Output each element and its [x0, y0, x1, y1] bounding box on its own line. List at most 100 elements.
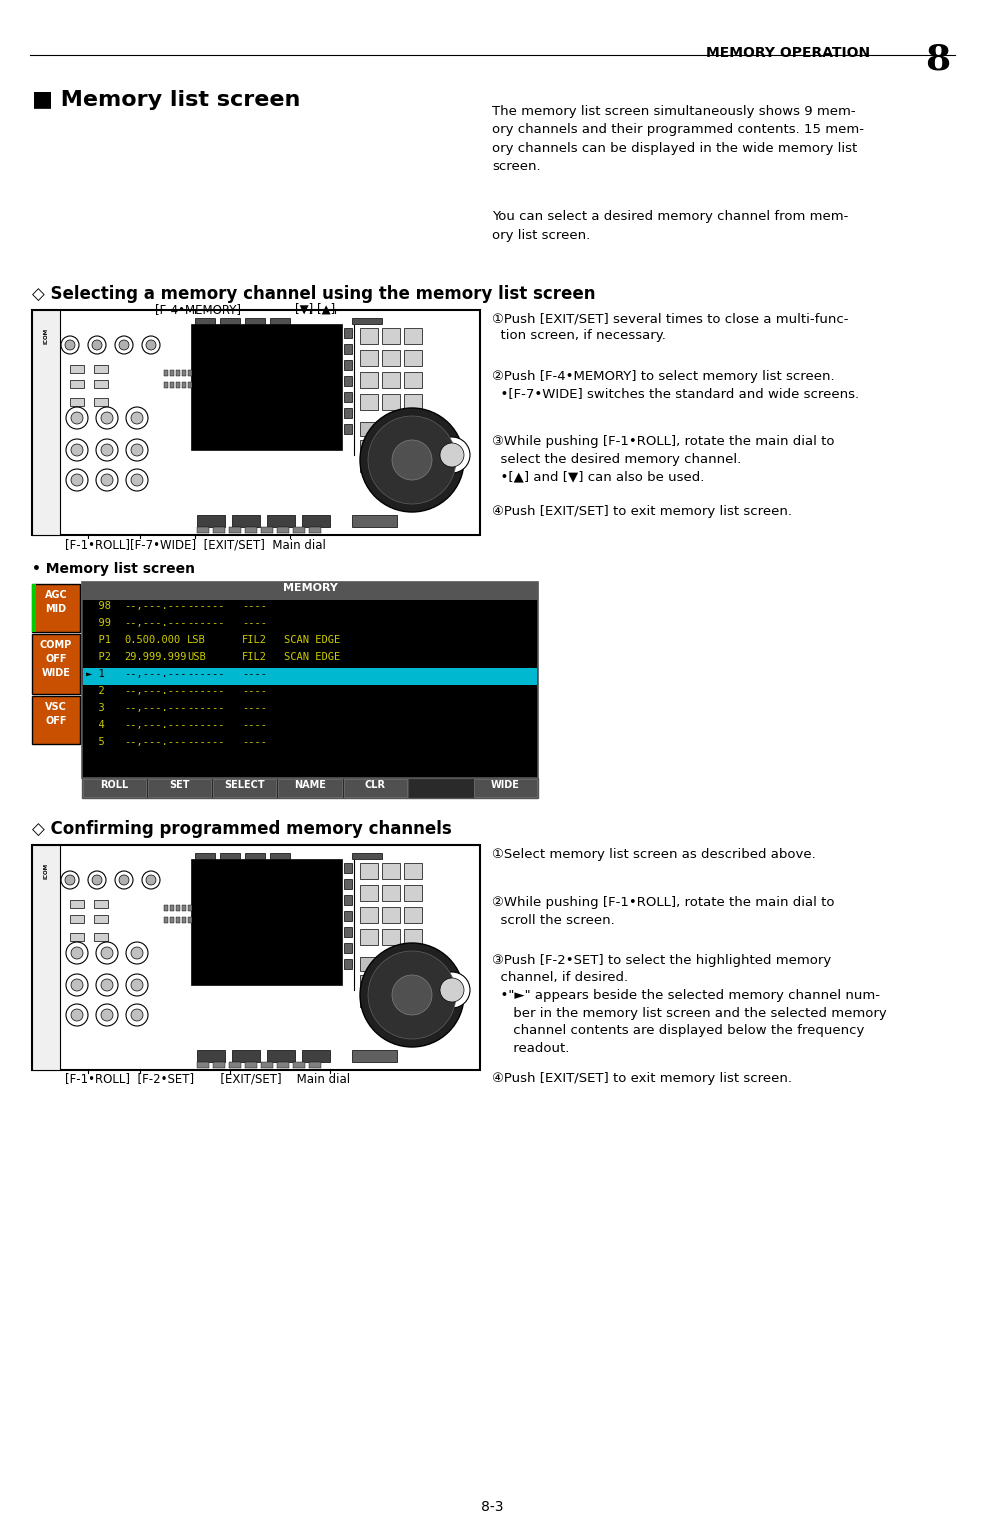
Circle shape [146, 340, 156, 349]
Text: [▼] [▲]: [▼] [▲] [295, 302, 336, 316]
Bar [83, 718, 537, 737]
Bar [277, 527, 289, 533]
Circle shape [101, 412, 113, 424]
Bar [182, 381, 186, 387]
Bar [302, 1050, 330, 1062]
Text: --,---.---: --,---.--- [124, 720, 187, 731]
Circle shape [92, 340, 102, 349]
Text: OFF: OFF [45, 655, 67, 664]
Bar [213, 527, 225, 533]
Text: ------: ------ [187, 720, 224, 731]
Bar [382, 886, 400, 901]
Bar [344, 328, 352, 339]
Circle shape [96, 942, 118, 965]
Text: P1: P1 [86, 635, 111, 646]
Circle shape [101, 946, 113, 958]
Text: ③While pushing [F-1•ROLL], rotate the main dial to
  select the desired memory c: ③While pushing [F-1•ROLL], rotate the ma… [492, 434, 834, 483]
Bar [404, 349, 422, 366]
Bar [94, 398, 108, 406]
Circle shape [126, 469, 148, 491]
Bar [32, 845, 480, 1069]
Bar [382, 957, 400, 971]
Bar [278, 779, 341, 797]
Bar [164, 371, 168, 377]
Bar [382, 863, 400, 880]
Bar [214, 779, 277, 797]
Bar [83, 633, 537, 652]
Bar [360, 393, 378, 410]
Text: --,---.---: --,---.--- [124, 737, 187, 747]
Text: ----: ---- [242, 720, 267, 731]
Circle shape [71, 444, 83, 456]
Bar [352, 317, 382, 324]
Bar [344, 343, 352, 354]
Bar [293, 527, 305, 533]
Text: ◇ Selecting a memory channel using the memory list screen: ◇ Selecting a memory channel using the m… [32, 286, 595, 302]
Circle shape [360, 409, 464, 512]
Text: ► 1: ► 1 [86, 668, 104, 679]
Text: ----: ---- [242, 668, 267, 679]
Circle shape [115, 336, 133, 354]
Circle shape [88, 870, 106, 889]
Circle shape [96, 469, 118, 491]
Circle shape [96, 439, 118, 460]
Bar [344, 958, 352, 969]
Text: [F-4•MEMORY]: [F-4•MEMORY] [155, 302, 241, 316]
Bar [197, 527, 209, 533]
Text: ②Push [F-4•MEMORY] to select memory list screen.
  •[F-7•WIDE] switches the stan: ②Push [F-4•MEMORY] to select memory list… [492, 371, 859, 401]
Circle shape [131, 474, 143, 486]
Text: FIL2: FIL2 [242, 652, 267, 662]
Text: ------: ------ [187, 618, 224, 627]
Text: 8-3: 8-3 [481, 1499, 503, 1514]
Bar [382, 372, 400, 387]
Text: 2: 2 [86, 687, 104, 696]
Bar [164, 381, 168, 387]
Bar [360, 886, 378, 901]
Bar [309, 1062, 321, 1068]
Bar [32, 310, 60, 535]
Bar [360, 863, 378, 880]
Text: 8: 8 [925, 43, 950, 76]
Bar [170, 371, 174, 377]
Bar [220, 317, 240, 324]
Text: SCAN EDGE: SCAN EDGE [284, 652, 340, 662]
Text: WIDE: WIDE [491, 779, 520, 790]
Bar [82, 778, 538, 797]
Bar [192, 325, 342, 450]
Text: ------: ------ [187, 687, 224, 696]
Text: --,---.---: --,---.--- [124, 668, 187, 679]
Circle shape [65, 875, 75, 886]
Circle shape [119, 340, 129, 349]
Text: AGC: AGC [44, 589, 67, 600]
Circle shape [434, 972, 470, 1009]
Bar [245, 1062, 257, 1068]
Bar [176, 917, 180, 924]
Text: ----: ---- [242, 618, 267, 627]
Text: ICOM: ICOM [43, 863, 48, 880]
Bar [404, 907, 422, 924]
Text: --,---.---: --,---.--- [124, 687, 187, 696]
Text: 29.999.999: 29.999.999 [124, 652, 187, 662]
Bar [245, 527, 257, 533]
Text: ④Push [EXIT/SET] to exit memory list screen.: ④Push [EXIT/SET] to exit memory list scr… [492, 1072, 792, 1085]
Bar [188, 917, 192, 924]
Bar [360, 459, 378, 472]
Bar [170, 917, 174, 924]
Circle shape [71, 980, 83, 990]
Bar [404, 372, 422, 387]
Text: ------: ------ [187, 737, 224, 747]
Circle shape [66, 469, 88, 491]
Bar [352, 1050, 397, 1062]
Text: SELECT: SELECT [224, 779, 265, 790]
Bar [232, 1050, 260, 1062]
Text: ①Push [EXIT/SET] several times to close a multi-func-
  tion screen, if necessar: ①Push [EXIT/SET] several times to close … [492, 311, 848, 342]
Circle shape [66, 407, 88, 428]
Bar [261, 527, 273, 533]
Circle shape [360, 943, 464, 1047]
Bar [70, 899, 84, 908]
Bar [382, 328, 400, 343]
Circle shape [66, 1004, 88, 1025]
Bar [360, 349, 378, 366]
Bar [360, 957, 378, 971]
Circle shape [440, 978, 464, 1003]
